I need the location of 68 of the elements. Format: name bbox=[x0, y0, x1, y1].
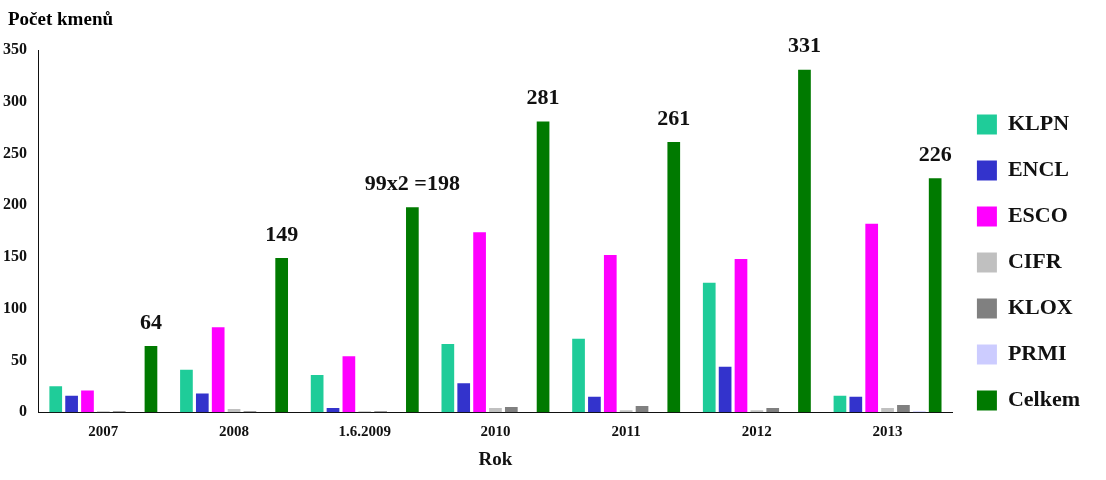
bar bbox=[49, 386, 63, 413]
y-tick-label: 150 bbox=[3, 247, 27, 265]
legend-label: KLPN bbox=[1007, 110, 1070, 136]
bar bbox=[766, 408, 780, 413]
legend-label: KLOX bbox=[1007, 294, 1073, 320]
x-tick-label: 2008 bbox=[219, 423, 250, 440]
bar bbox=[928, 178, 942, 413]
data-label: 64 bbox=[139, 308, 162, 334]
y-tick-label: 100 bbox=[3, 298, 27, 316]
bar bbox=[750, 410, 764, 413]
data-label: 261 bbox=[657, 104, 691, 130]
x-tick-label: 2013 bbox=[872, 423, 903, 440]
bar bbox=[881, 408, 894, 413]
bar bbox=[504, 407, 518, 413]
x-tick-label: 2007 bbox=[88, 423, 119, 440]
data-label: 149 bbox=[265, 220, 299, 246]
bar bbox=[619, 410, 633, 413]
bar bbox=[406, 207, 419, 413]
bar bbox=[342, 356, 356, 413]
bar bbox=[65, 395, 78, 413]
legend-label: ESCO bbox=[1007, 202, 1068, 228]
y-tick-label: 200 bbox=[3, 195, 27, 213]
bar bbox=[588, 396, 601, 413]
bar bbox=[489, 408, 502, 413]
x-tick-label: 1.6.2009 bbox=[338, 423, 391, 440]
bar bbox=[211, 327, 225, 413]
bar bbox=[603, 254, 617, 413]
bar bbox=[572, 338, 585, 413]
bar bbox=[667, 142, 681, 413]
bar bbox=[718, 366, 732, 413]
data-label: 331 bbox=[787, 32, 821, 58]
bar bbox=[457, 383, 471, 413]
bar bbox=[635, 405, 649, 413]
bar bbox=[310, 374, 324, 413]
bar bbox=[849, 396, 863, 413]
y-tick-label: 250 bbox=[3, 143, 27, 161]
bar bbox=[865, 223, 879, 413]
y-tick-label: 300 bbox=[3, 91, 27, 109]
bar bbox=[536, 121, 550, 413]
bar bbox=[798, 69, 811, 413]
x-tick-label: 2011 bbox=[611, 423, 641, 440]
x-tick-label: 2012 bbox=[741, 423, 772, 440]
data-label: 226 bbox=[918, 141, 952, 167]
legend-label: CIFR bbox=[1007, 248, 1063, 274]
bar bbox=[227, 409, 241, 413]
bar bbox=[833, 395, 847, 413]
bar bbox=[473, 232, 486, 413]
bar bbox=[275, 258, 289, 413]
bar bbox=[734, 259, 748, 413]
y-tick-label: 0 bbox=[19, 402, 27, 420]
bar bbox=[144, 345, 158, 413]
bar bbox=[81, 390, 94, 413]
bar bbox=[702, 282, 716, 413]
legend-label: PRMI bbox=[1007, 340, 1067, 366]
bar bbox=[326, 408, 340, 413]
y-tick-label: 350 bbox=[3, 40, 27, 58]
bar bbox=[195, 393, 209, 413]
y-axis-title: Počet kmenů bbox=[8, 8, 114, 30]
y-tick-label: 50 bbox=[11, 350, 27, 368]
legend-label: Celkem bbox=[1007, 386, 1080, 412]
x-axis-title: Rok bbox=[478, 447, 513, 469]
data-label: 281 bbox=[526, 84, 560, 110]
legend-label: ENCL bbox=[1007, 156, 1070, 182]
bar bbox=[180, 369, 193, 413]
data-label: 99x2 =198 bbox=[364, 169, 460, 195]
x-tick-label: 2010 bbox=[480, 423, 511, 440]
bar bbox=[897, 404, 910, 413]
bar bbox=[441, 343, 455, 413]
